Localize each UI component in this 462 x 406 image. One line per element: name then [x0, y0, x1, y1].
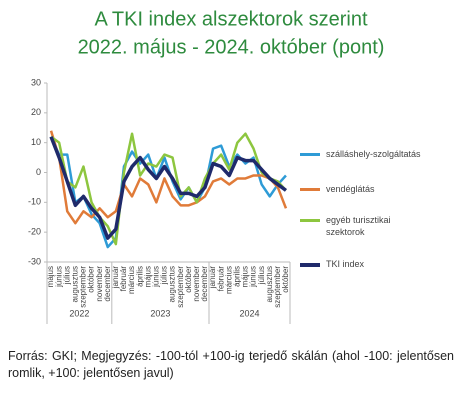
x-tick-label: február	[216, 266, 225, 292]
x-tick-label: október	[281, 266, 290, 293]
x-tick-label: október	[184, 266, 193, 293]
y-tick-label: 0	[36, 167, 41, 177]
x-tick-label: március	[224, 266, 233, 294]
y-tick-label: 20	[31, 107, 41, 117]
x-tick-label: június	[249, 266, 258, 288]
y-tick-label: -10	[28, 197, 41, 207]
legend-swatch	[300, 188, 320, 191]
series-line	[50, 132, 287, 246]
x-tick-label: szeptember	[79, 266, 88, 308]
x-tick-label: december	[103, 266, 112, 302]
x-tick-label: május	[46, 266, 55, 287]
x-tick-label: május	[241, 266, 250, 287]
legend-swatch	[300, 219, 320, 222]
x-tick-label: augusztus	[265, 266, 274, 302]
series-line	[49, 136, 287, 240]
x-tick-label: október	[87, 266, 96, 293]
x-tick-label: június	[151, 266, 160, 288]
year-label: 2024	[239, 308, 259, 318]
legend-item: szálláshely-szolgáltatás	[300, 148, 460, 160]
note: Forrás: GKI; Megjegyzés: -100-tól +100-i…	[8, 349, 454, 380]
x-tick-label: július	[62, 266, 71, 285]
x-tick-label: szeptember	[273, 266, 282, 308]
y-tick-label: -30	[28, 256, 41, 266]
x-tick-label: április	[135, 266, 144, 287]
chart-title: A TKI index alszektorok szerint	[94, 8, 368, 30]
legend-label: szálláshely-szolgáltatás	[326, 149, 421, 159]
x-tick-label: szeptember	[176, 266, 185, 308]
legend-item: egyéb turisztikai szektorok	[300, 214, 460, 238]
x-tick-label: augusztus	[168, 266, 177, 302]
x-tick-label: november	[95, 266, 104, 302]
x-tick-label: január	[111, 266, 120, 290]
year-label: 2023	[150, 308, 170, 318]
legend-item: TKI index	[300, 258, 460, 270]
legend-item: vendéglátás	[300, 183, 460, 195]
x-tick-label: június	[54, 266, 63, 288]
y-tick-label: 30	[31, 77, 41, 87]
series-line	[49, 130, 288, 225]
legend-label: vendéglátás	[326, 184, 375, 194]
legend-swatch	[300, 153, 320, 156]
legend-swatch	[300, 263, 320, 267]
x-tick-label: július	[160, 266, 169, 285]
x-tick-label: március	[127, 266, 136, 294]
x-tick-label: december	[200, 266, 209, 302]
legend-label: egyéb turisztikai szektorok	[326, 215, 391, 237]
x-tick-label: július	[257, 266, 266, 285]
chart-subtitle: 2022. május - 2024. október (pont)	[78, 36, 385, 58]
legend-label: TKI index	[326, 259, 365, 269]
x-tick-label: január	[208, 266, 217, 290]
x-tick-label: május	[143, 266, 152, 287]
x-tick-label: augusztus	[70, 266, 79, 302]
year-label: 2022	[69, 308, 89, 318]
y-tick-label: 10	[31, 137, 41, 147]
x-tick-label: április	[232, 266, 241, 287]
x-tick-label: november	[192, 266, 201, 302]
series-line	[49, 136, 287, 249]
y-tick-label: -20	[28, 227, 41, 237]
x-tick-label: február	[119, 266, 128, 292]
